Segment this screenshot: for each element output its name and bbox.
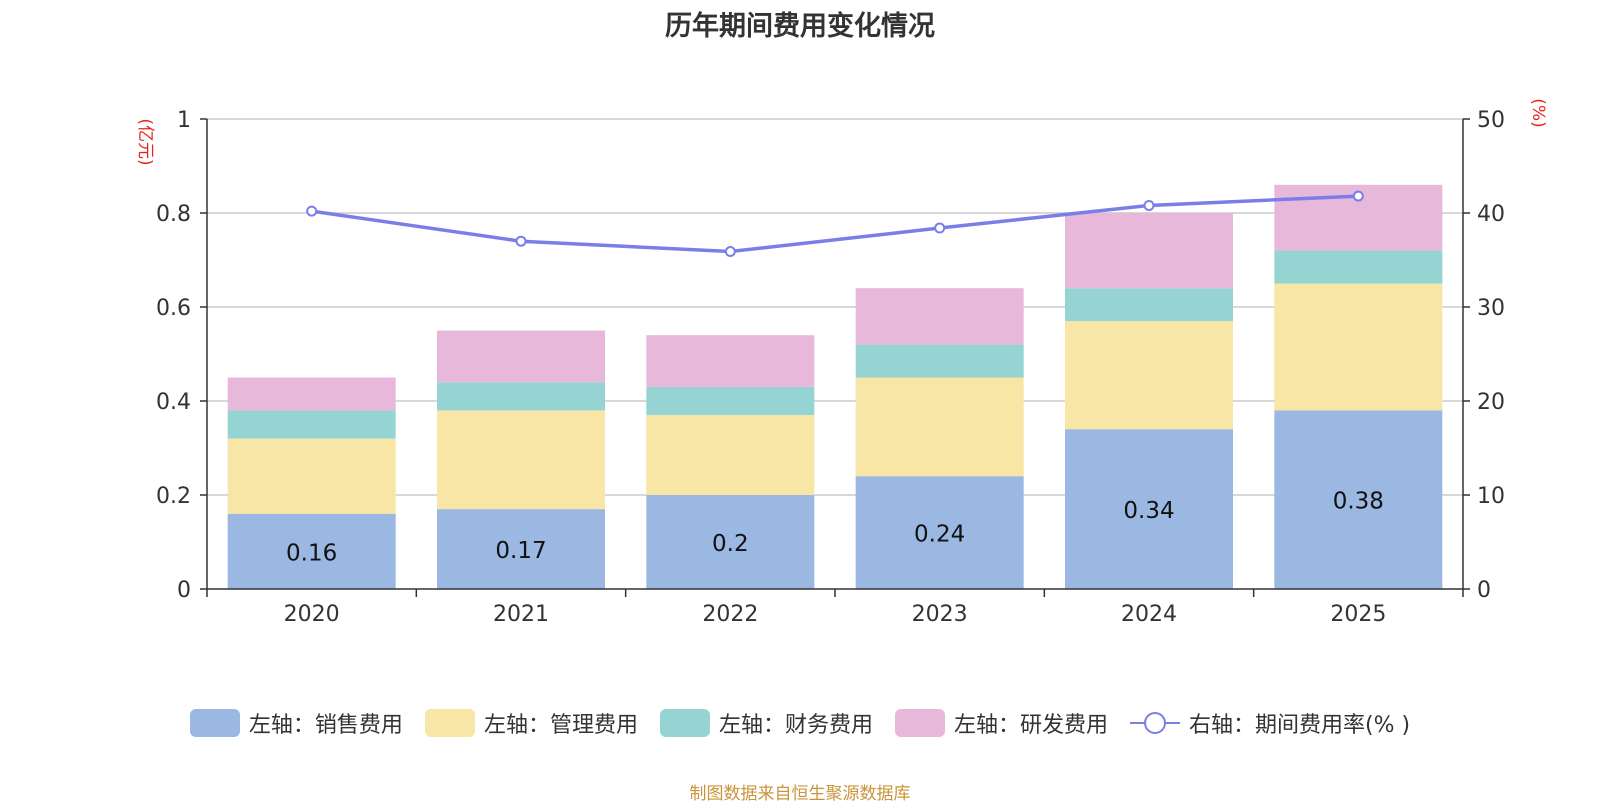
- bar-2020-series-2: [227, 438, 396, 514]
- bar-value-label: 0.17: [495, 538, 546, 564]
- bar-2022-series-2: [646, 415, 815, 495]
- x-axis-tick-label: 2023: [912, 602, 968, 627]
- right-axis-tick-label: 40: [1477, 202, 1505, 227]
- legend-label: 左轴：管理费用: [483, 713, 638, 738]
- source-note: 制图数据来自恒生聚源数据库: [689, 784, 911, 804]
- rate-point-2022: [724, 246, 736, 258]
- bar-2021-series-1: [437, 509, 605, 589]
- legend-swatch: [424, 709, 475, 737]
- rate-point-2020: [306, 205, 318, 217]
- bar-2023-series-4: [855, 288, 1024, 345]
- right-axis-unit: (%): [1528, 98, 1548, 127]
- bar-2025-series-2: [1274, 283, 1443, 411]
- left-axis-tick-label: 1: [177, 108, 191, 133]
- bar-2024-series-1: [1065, 429, 1233, 589]
- bar-2020-series-4: [227, 377, 396, 411]
- bar-value-label: 0.34: [1123, 498, 1174, 524]
- bar-2023-series-1: [855, 476, 1024, 589]
- bar-2022-series-3: [646, 386, 815, 416]
- left-axis-tick-label: 0.8: [156, 202, 191, 227]
- legend-item-4[interactable]: 左轴：研发费用: [894, 707, 1108, 739]
- left-axis-tick-label: 0.4: [156, 390, 191, 415]
- bar-value-label: 0.16: [286, 540, 337, 566]
- x-axis-tick-label: 2020: [284, 602, 340, 627]
- bar-2021-series-2: [437, 410, 605, 510]
- legend-line-swatch: [1129, 712, 1180, 734]
- right-axis-tick-label: 10: [1477, 484, 1505, 509]
- legend-label: 左轴：销售费用: [248, 713, 403, 738]
- legend-label: 左轴：研发费用: [953, 713, 1108, 738]
- legend-swatch: [659, 709, 710, 737]
- legend-label: 左轴：财务费用: [718, 713, 873, 738]
- left-axis-tick-label: 0.2: [156, 484, 191, 509]
- bar-value-label: 0.2: [712, 531, 749, 557]
- bar-2024-series-4: [1065, 213, 1233, 289]
- bar-2024-series-3: [1065, 288, 1233, 322]
- x-axis-tick-label: 2025: [1330, 602, 1386, 627]
- legend-item-3[interactable]: 左轴：财务费用: [659, 707, 873, 739]
- legend-item-1[interactable]: 左轴：销售费用: [189, 707, 403, 739]
- rate-point-2025: [1352, 190, 1364, 202]
- right-axis-tick-label: 30: [1477, 296, 1505, 321]
- x-axis-tick-label: 2022: [702, 602, 758, 627]
- left-axis-tick-label: 0: [177, 578, 191, 603]
- bar-2022-series-4: [646, 335, 815, 387]
- bar-2024-series-2: [1065, 321, 1233, 430]
- legend-swatch: [894, 709, 945, 737]
- left-axis-tick-label: 0.6: [156, 296, 191, 321]
- right-axis-tick-label: 20: [1477, 390, 1505, 415]
- bar-2021-series-3: [437, 382, 605, 411]
- legend-item-rate[interactable]: 右轴：期间费用率(% ): [1129, 707, 1411, 739]
- x-axis-tick-label: 2024: [1121, 602, 1177, 627]
- bar-2023-series-2: [855, 377, 1024, 477]
- x-axis-tick-label: 2021: [493, 602, 549, 627]
- bar-value-label: 0.38: [1333, 489, 1384, 515]
- rate-point-2021: [515, 235, 527, 247]
- bar-2022-series-1: [646, 495, 815, 589]
- rate-point-2024: [1143, 199, 1155, 211]
- bar-2021-series-4: [437, 330, 605, 383]
- bar-2023-series-3: [855, 344, 1024, 378]
- bar-2020-series-1: [227, 513, 396, 589]
- chart-title: 历年期间费用变化情况: [665, 11, 935, 42]
- legend-item-2[interactable]: 左轴：管理费用: [424, 707, 638, 739]
- rate-point-2023: [934, 222, 946, 234]
- legend-swatch: [189, 709, 240, 737]
- right-axis-tick-label: 0: [1477, 578, 1491, 603]
- bar-2025-series-3: [1274, 250, 1443, 284]
- left-axis-unit: (亿元): [135, 118, 155, 165]
- rate-line: [311, 194, 1359, 254]
- legend-label: 右轴：期间费用率(% ): [1188, 713, 1411, 738]
- right-axis-tick-label: 50: [1477, 108, 1505, 133]
- legend: 左轴：销售费用 左轴：管理费用 左轴：财务费用 左轴：研发费用 右轴：期间费用率(% ): [0, 707, 1600, 739]
- bar-value-label: 0.24: [914, 522, 965, 548]
- bar-2025-series-1: [1274, 410, 1443, 589]
- bar-2020-series-3: [227, 410, 396, 439]
